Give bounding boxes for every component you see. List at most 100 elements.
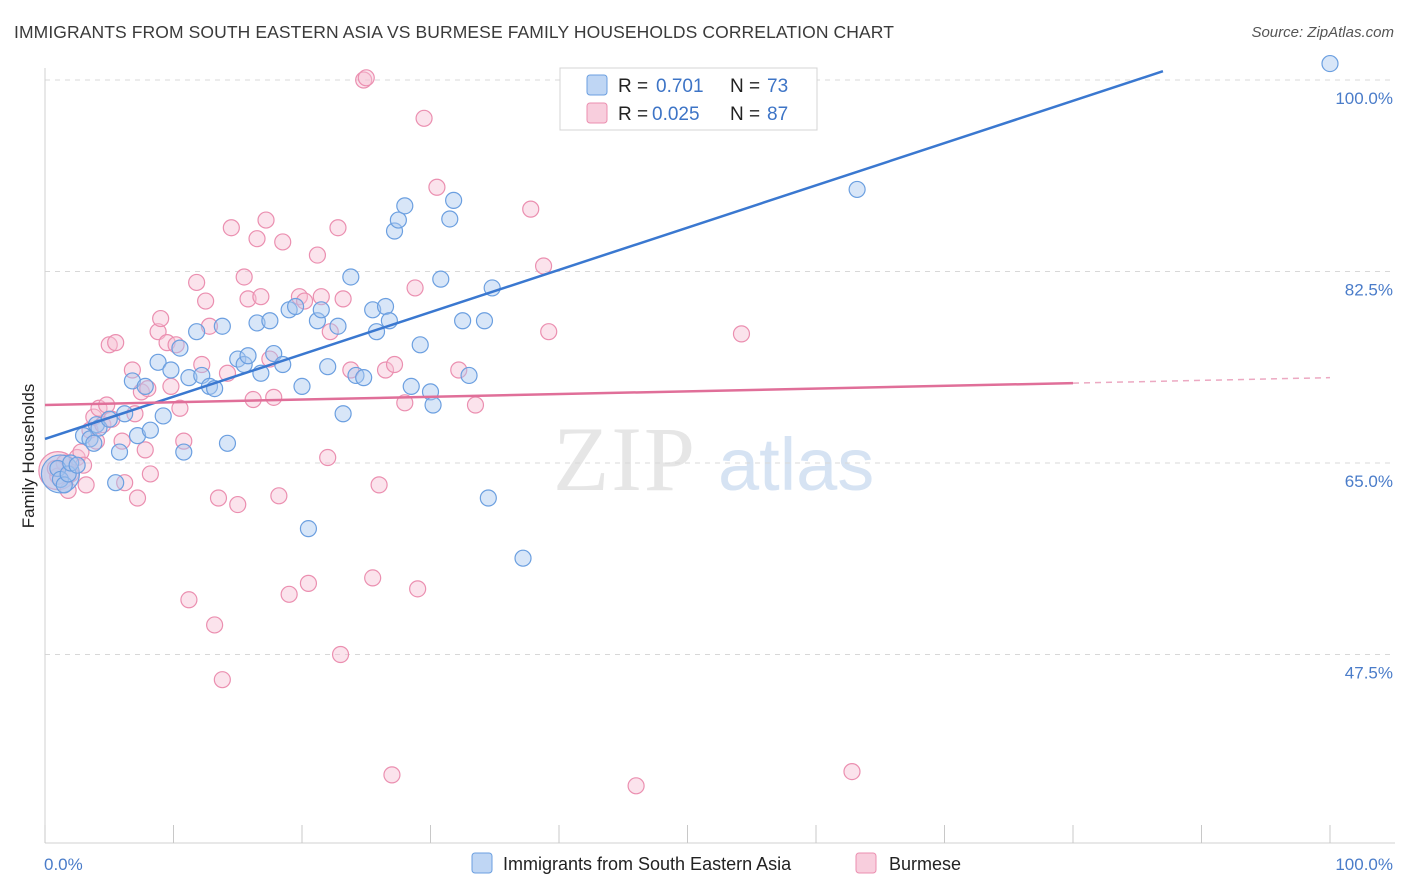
sea-point — [286, 297, 305, 316]
sea-point — [514, 549, 532, 567]
sea-point — [110, 443, 129, 461]
sea-point — [334, 405, 352, 423]
burmese-trend-extension — [1072, 376, 1331, 384]
burmese-point — [299, 574, 318, 592]
watermark-zip: ZIP — [553, 408, 697, 510]
bottom-legend-label-sea: Immigrants from South Eastern Asia — [503, 854, 792, 874]
burmese-point — [213, 671, 231, 689]
sea-point — [293, 377, 311, 395]
legend-r-value-2: 0.025 — [652, 104, 700, 125]
legend-swatch-blue — [586, 74, 608, 96]
sea-point — [460, 366, 478, 385]
burmese-point — [77, 476, 95, 494]
burmese-point — [107, 334, 125, 352]
burmese-point — [627, 777, 645, 795]
burmese-point — [385, 355, 404, 374]
sea-point — [213, 317, 231, 335]
sea-point — [171, 339, 189, 357]
sea-point — [389, 211, 407, 229]
burmese-point — [428, 178, 446, 196]
burmese-point — [308, 246, 327, 264]
burmese-point — [295, 292, 314, 310]
burmese-point — [355, 71, 373, 89]
burmese-point — [466, 396, 485, 414]
sea-point — [62, 454, 80, 472]
sea-point — [107, 474, 125, 492]
legend-r-value-1: 0.701 — [656, 76, 704, 97]
burmese-point — [534, 257, 553, 275]
grid-lines — [45, 79, 1395, 655]
burmese-point — [270, 487, 288, 505]
y-tick-label: 82.5% — [1345, 281, 1393, 300]
sea-point — [149, 353, 167, 371]
sea-point — [424, 396, 442, 414]
watermark-atlas: atlas — [718, 423, 874, 506]
sea-point — [68, 456, 86, 474]
bottom-legend-swatch-pink — [855, 852, 877, 874]
burmese-point — [141, 465, 159, 483]
burmese-point — [334, 290, 352, 308]
x-tick-label-end: 100.0% — [1335, 855, 1393, 874]
burmese-point — [139, 379, 157, 398]
sea-point — [1321, 54, 1339, 73]
burmese-point — [265, 388, 283, 406]
burmese-point — [252, 288, 270, 306]
burmese-point — [357, 69, 375, 87]
sea-point — [454, 312, 472, 330]
burmese-point — [329, 219, 347, 237]
bottom-legend-label-burmese: Burmese — [889, 854, 961, 874]
sea-point — [432, 270, 450, 288]
sea-point — [55, 476, 73, 494]
sea-point — [475, 312, 494, 330]
bottom-legend-swatch-blue — [471, 852, 493, 874]
burmese-point — [136, 441, 154, 459]
burmese-point — [248, 230, 266, 248]
sea-point — [312, 301, 330, 319]
sea-point — [239, 347, 257, 365]
sea-point — [188, 323, 206, 341]
sea-point — [441, 210, 459, 228]
burmese-point — [376, 361, 395, 379]
burmese-point — [162, 377, 180, 395]
burmese-point — [180, 591, 198, 609]
burmese-point — [406, 279, 424, 297]
sea-point — [141, 421, 159, 439]
legend-n-value-2: 87 — [767, 104, 788, 125]
burmese-point — [396, 394, 414, 412]
sea-point — [319, 358, 337, 376]
burmese-point — [72, 443, 90, 461]
sea-point — [396, 197, 414, 215]
sea-point — [218, 434, 237, 452]
sea-point — [49, 459, 67, 478]
burmese-point — [319, 448, 337, 467]
source-credit: Source: ZipAtlas.com — [1251, 24, 1394, 41]
burmese-point — [409, 580, 427, 598]
axes — [44, 68, 1395, 844]
burmese-points — [38, 69, 861, 795]
burmese-point — [200, 317, 219, 335]
sea-point — [162, 361, 180, 379]
burmese-point — [370, 476, 388, 494]
sea-point — [479, 489, 497, 507]
burmese-point — [257, 211, 275, 229]
burmese-point — [116, 474, 134, 492]
y-tick-label: 47.5% — [1345, 664, 1393, 683]
sea-point — [248, 314, 266, 332]
sea-point — [376, 297, 395, 316]
burmese-point — [197, 292, 215, 310]
sea-points — [40, 54, 1339, 567]
chart-title: IMMIGRANTS FROM SOUTH EASTERN ASIA VS BU… — [14, 22, 894, 42]
sea-point — [59, 465, 77, 483]
legend-r-label-2: R = — [618, 104, 648, 125]
burmese-point — [274, 233, 292, 251]
sea-point — [385, 222, 404, 240]
legend-n-value-1: 73 — [767, 76, 788, 97]
sea-point — [329, 317, 347, 335]
y-tick-label: 100.0% — [1335, 89, 1393, 108]
sea-point — [299, 520, 318, 538]
burmese-point — [383, 766, 401, 784]
burmese-point — [364, 569, 382, 587]
legend-n-label-1: N = — [730, 76, 760, 97]
sea-point — [154, 407, 172, 425]
burmese-point — [100, 336, 118, 354]
